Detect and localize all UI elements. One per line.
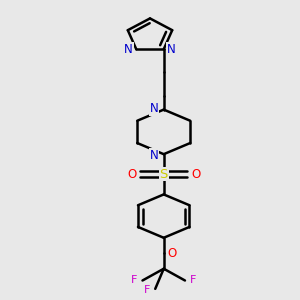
Text: F: F <box>144 285 150 296</box>
Text: S: S <box>160 168 168 181</box>
Text: O: O <box>191 168 200 181</box>
Text: N: N <box>124 43 133 56</box>
Text: F: F <box>131 275 137 286</box>
Text: N: N <box>167 43 176 56</box>
Text: F: F <box>190 275 196 286</box>
Text: N: N <box>150 148 159 162</box>
Text: N: N <box>150 102 159 115</box>
Text: O: O <box>127 168 136 181</box>
Text: O: O <box>168 247 177 260</box>
